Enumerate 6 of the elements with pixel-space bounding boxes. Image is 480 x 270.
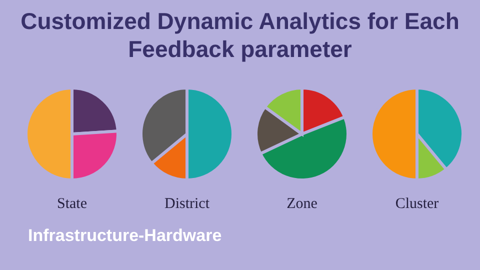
text: Cluster (395, 196, 439, 212)
text: State (57, 196, 88, 212)
text: Zone (286, 196, 318, 212)
text: District (164, 196, 210, 212)
text: Customized Dynamic Analytics for Each Feedback parameter (20, 8, 460, 64)
text: Infrastructure-Hardware (28, 226, 222, 246)
